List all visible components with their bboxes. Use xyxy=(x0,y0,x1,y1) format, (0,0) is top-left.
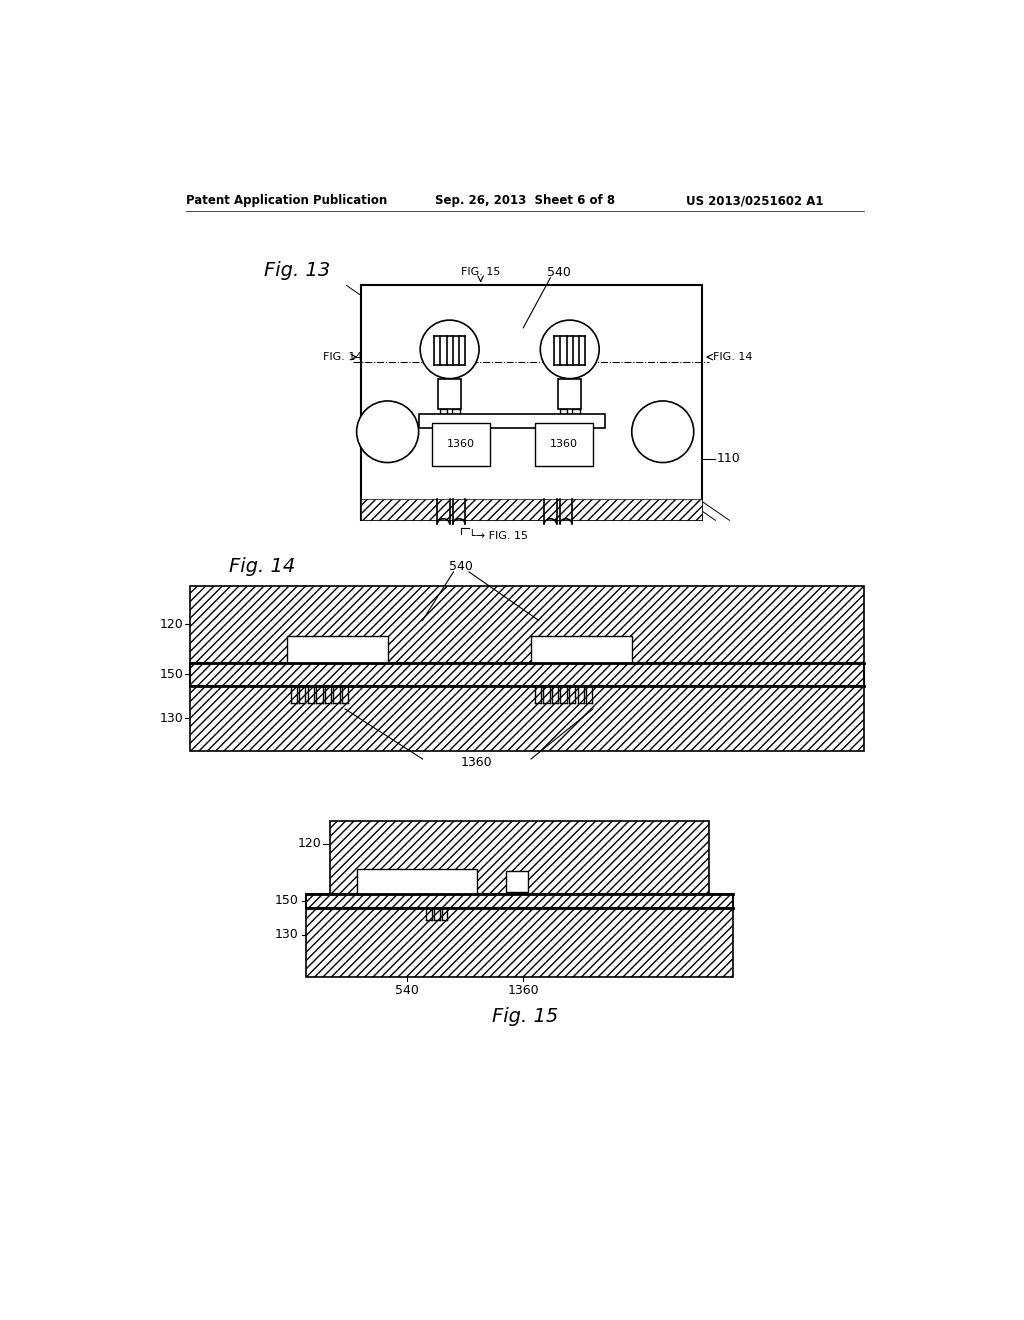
Text: US 2013/0251602 A1: US 2013/0251602 A1 xyxy=(686,194,823,207)
Text: 150: 150 xyxy=(274,894,299,907)
Text: 130: 130 xyxy=(274,928,299,941)
Bar xyxy=(360,499,701,520)
Bar xyxy=(190,686,864,751)
Text: └→ FIG. 15: └→ FIG. 15 xyxy=(469,531,528,541)
Bar xyxy=(356,869,477,894)
Text: 1360: 1360 xyxy=(550,440,578,449)
Text: Patent Application Publication: Patent Application Publication xyxy=(186,194,387,207)
Text: 540: 540 xyxy=(450,560,473,573)
Circle shape xyxy=(356,401,419,462)
Bar xyxy=(438,379,461,409)
Circle shape xyxy=(541,321,599,379)
Bar xyxy=(306,908,732,977)
Bar xyxy=(306,894,732,908)
Bar xyxy=(558,379,582,409)
Text: Fig. 15: Fig. 15 xyxy=(492,1007,558,1027)
Text: 110: 110 xyxy=(717,453,740,465)
Text: 130: 130 xyxy=(160,711,183,725)
Bar xyxy=(452,409,460,425)
Circle shape xyxy=(632,401,693,462)
Text: Sep. 26, 2013  Sheet 6 of 8: Sep. 26, 2013 Sheet 6 of 8 xyxy=(435,194,614,207)
Text: 120: 120 xyxy=(160,618,183,631)
Text: Fig. 13: Fig. 13 xyxy=(263,260,330,280)
Text: 540: 540 xyxy=(395,983,419,997)
Bar xyxy=(439,409,447,425)
Text: 120: 120 xyxy=(298,837,322,850)
Text: 540: 540 xyxy=(547,265,570,279)
Text: Fig. 14: Fig. 14 xyxy=(228,557,295,576)
Bar xyxy=(560,409,567,425)
Text: 1360: 1360 xyxy=(446,440,474,449)
Text: 1360: 1360 xyxy=(508,983,539,997)
Text: FIG. 15: FIG. 15 xyxy=(461,268,501,277)
Text: FIG. 14: FIG. 14 xyxy=(324,352,362,362)
Bar xyxy=(572,409,580,425)
Bar xyxy=(330,821,710,894)
Bar xyxy=(360,285,701,520)
Bar xyxy=(535,424,593,466)
Text: FIG. 14: FIG. 14 xyxy=(713,352,753,362)
Bar xyxy=(531,636,632,663)
Bar xyxy=(190,663,864,686)
Text: 150: 150 xyxy=(160,668,183,681)
Bar xyxy=(287,636,388,663)
Bar xyxy=(506,871,528,892)
Bar xyxy=(419,414,604,428)
Bar xyxy=(432,424,489,466)
Text: 1360: 1360 xyxy=(461,756,493,770)
Bar xyxy=(190,586,864,663)
Circle shape xyxy=(420,321,479,379)
